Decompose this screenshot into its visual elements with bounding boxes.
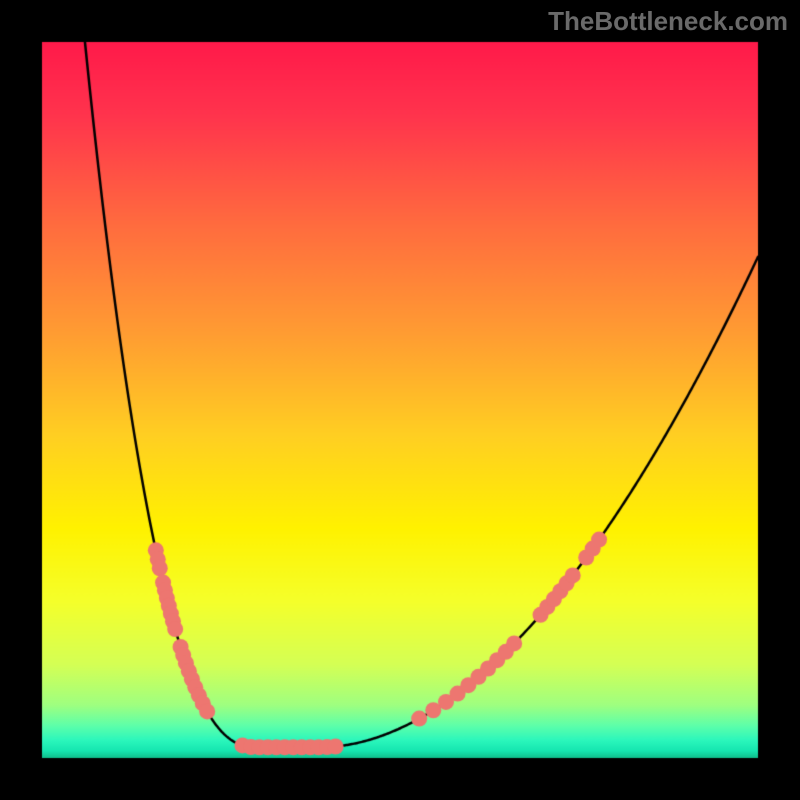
watermark-text: TheBottleneck.com (548, 6, 788, 37)
bottleneck-chart-canvas (0, 0, 800, 800)
chart-container: TheBottleneck.com (0, 0, 800, 800)
